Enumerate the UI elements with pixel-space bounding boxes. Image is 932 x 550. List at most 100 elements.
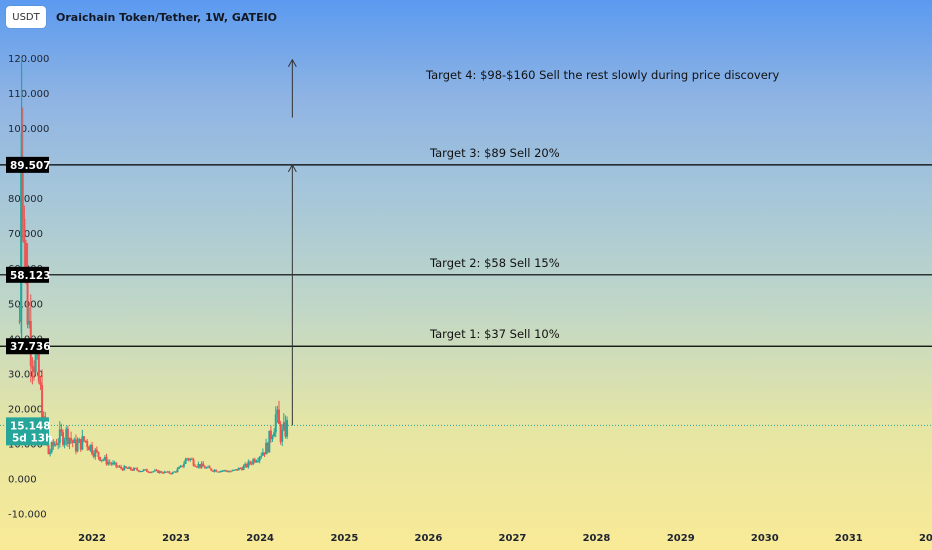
candle-body — [160, 471, 163, 473]
candle-body — [120, 466, 123, 469]
candle-body — [250, 463, 253, 465]
candle-body — [281, 429, 284, 442]
candle-body — [216, 471, 219, 473]
candle-body — [208, 466, 211, 469]
candle-body — [265, 442, 268, 455]
candle-body — [263, 452, 266, 455]
candle-body — [195, 466, 198, 468]
y-tick-label: -10.000 — [8, 509, 47, 520]
candle-body — [190, 458, 193, 460]
candle-body — [218, 471, 221, 473]
y-tick-label: 120.000 — [8, 54, 49, 65]
candle-body — [186, 458, 189, 460]
candle-body — [221, 470, 224, 472]
candle-body — [86, 440, 89, 448]
candle-body — [50, 442, 53, 452]
candle-body — [187, 458, 190, 461]
candle-body — [139, 471, 142, 473]
price-level-badge — [6, 338, 49, 355]
price-level-badge — [6, 156, 49, 173]
candle-body — [41, 384, 44, 424]
candle-body — [232, 469, 235, 471]
candle-body — [168, 471, 171, 474]
candle-body — [181, 465, 184, 467]
candle-body — [24, 243, 27, 269]
candle-body — [53, 443, 56, 446]
candle-body — [207, 466, 210, 468]
candle-body — [95, 449, 98, 452]
x-tick-label: 2029 — [667, 533, 695, 544]
candle-body — [155, 470, 158, 472]
candle-body — [260, 455, 263, 457]
candle-body — [244, 464, 247, 467]
chart-title: Oraichain Token/Tether, 1W, GATEIO — [56, 10, 278, 24]
y-tick-label: 80.000 — [8, 194, 43, 205]
candle-body — [219, 470, 222, 472]
y-tick-label: 0.000 — [8, 474, 37, 485]
x-tick-label: 2025 — [330, 533, 358, 544]
candle-body — [103, 457, 106, 460]
x-tick-label: 2026 — [414, 533, 442, 544]
candle-body — [102, 459, 105, 461]
candle-body — [132, 468, 135, 471]
candle-body — [66, 428, 69, 444]
candle-body — [279, 424, 282, 442]
candle-body — [240, 468, 243, 471]
candle-body — [116, 466, 119, 468]
y-tick-label: 70.000 — [8, 229, 43, 240]
x-tick-label: 2023 — [162, 533, 190, 544]
price-level-badge — [6, 266, 49, 283]
candle-body — [33, 368, 36, 372]
current-price-countdown: 5d 13h — [12, 432, 53, 444]
candle-body — [123, 466, 126, 471]
candle-body — [147, 471, 150, 473]
x-tick-label: 2027 — [499, 533, 527, 544]
candle-body — [73, 439, 76, 444]
candle-body — [213, 469, 216, 472]
target-annotation: Target 4: $98-$160 Sell the rest slowly … — [425, 68, 780, 82]
y-tick-label: 30.000 — [8, 369, 43, 380]
target-annotation: Target 3: $89 Sell 20% — [429, 146, 560, 160]
candle-body — [107, 462, 110, 465]
candle-body — [226, 471, 229, 473]
candle-body — [210, 468, 213, 471]
candle-body — [199, 464, 202, 468]
target4-arrowhead — [287, 58, 297, 68]
x-tick-label: 2022 — [78, 533, 106, 544]
candle-body — [144, 469, 147, 471]
candle-body — [121, 468, 124, 471]
candle-body — [131, 469, 134, 471]
candle-body — [129, 467, 132, 470]
chart-header: USDT Oraichain Token/Tether, 1W, GATEIO — [0, 0, 277, 34]
candle-body — [145, 469, 148, 472]
candle-body — [248, 461, 251, 464]
candle-body — [142, 469, 145, 471]
candle-body — [274, 414, 277, 433]
candle-body — [81, 436, 84, 450]
candle-body — [94, 449, 97, 457]
candle-body — [215, 469, 218, 472]
candle-body — [174, 471, 177, 473]
candle-body — [257, 460, 260, 462]
x-tick-label: 2024 — [246, 533, 274, 544]
candle-body — [71, 440, 74, 444]
candle-body — [149, 472, 152, 474]
candle-body — [55, 443, 58, 445]
candle-body — [70, 438, 73, 441]
price-level-badge-text: 89.507 — [10, 160, 51, 172]
currency-button[interactable]: USDT — [6, 6, 46, 28]
candle-body — [184, 459, 187, 464]
candle-body — [62, 432, 65, 445]
candle-body — [47, 444, 50, 455]
candle-body — [286, 419, 289, 437]
current-price-badge — [6, 417, 49, 446]
candle-body — [97, 451, 100, 457]
candle-body — [82, 436, 85, 441]
candle-body — [108, 462, 111, 464]
candle-body — [247, 461, 250, 468]
candle-body — [87, 447, 90, 451]
price-level-badge-text: 58.123 — [10, 270, 51, 282]
candle-body — [176, 468, 179, 473]
